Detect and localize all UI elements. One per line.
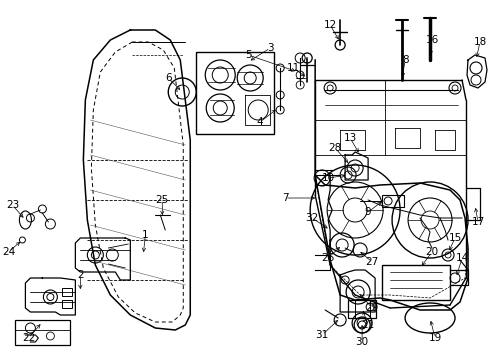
Text: 14: 14 xyxy=(454,253,468,263)
Text: 26: 26 xyxy=(321,253,334,263)
Bar xyxy=(347,300,375,318)
Text: 24: 24 xyxy=(2,247,15,257)
Text: 3: 3 xyxy=(266,43,273,53)
Text: 17: 17 xyxy=(470,217,484,227)
Text: 23: 23 xyxy=(6,200,19,210)
Text: 18: 18 xyxy=(472,37,486,47)
Text: 16: 16 xyxy=(425,35,438,45)
Text: 12: 12 xyxy=(323,20,336,30)
Text: 7: 7 xyxy=(281,193,288,203)
Text: 13: 13 xyxy=(343,133,356,143)
Text: 5: 5 xyxy=(244,50,251,60)
Bar xyxy=(16,320,70,345)
Text: 8: 8 xyxy=(401,55,407,65)
Bar xyxy=(381,265,449,300)
Text: 29: 29 xyxy=(365,303,378,313)
Bar xyxy=(381,195,403,207)
Text: 32: 32 xyxy=(305,213,318,223)
Text: 28: 28 xyxy=(328,143,341,153)
Text: 10: 10 xyxy=(321,173,334,183)
Text: 31: 31 xyxy=(315,330,328,340)
Text: 19: 19 xyxy=(427,333,441,343)
Text: 1: 1 xyxy=(142,230,148,240)
Text: 27: 27 xyxy=(365,257,378,267)
Text: 20: 20 xyxy=(425,247,438,257)
Bar xyxy=(62,300,72,308)
Text: 30: 30 xyxy=(355,337,368,347)
Bar xyxy=(196,52,274,134)
Text: 21: 21 xyxy=(361,320,374,330)
Text: 11: 11 xyxy=(286,63,299,73)
Text: 15: 15 xyxy=(447,233,461,243)
Text: 6: 6 xyxy=(164,73,171,83)
Text: 9: 9 xyxy=(364,207,371,217)
Bar xyxy=(62,288,72,296)
Text: 22: 22 xyxy=(22,333,35,343)
Text: 2: 2 xyxy=(77,270,83,280)
Text: 4: 4 xyxy=(256,117,263,127)
Text: 25: 25 xyxy=(155,195,168,205)
